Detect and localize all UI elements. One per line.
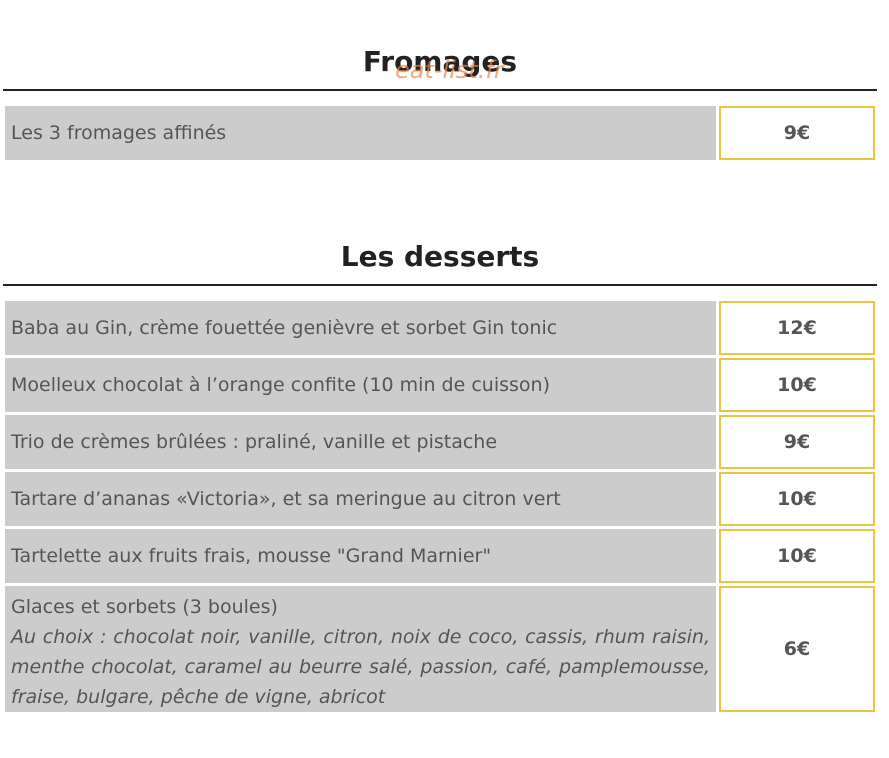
item-name: Trio de crèmes brûlées : praliné, vanill…	[11, 431, 498, 453]
menu-item: Les 3 fromages affinés 9€	[5, 106, 875, 160]
watermark: eat-list.fr	[395, 56, 504, 84]
item-info: Tartelette aux fruits frais, mousse "Gra…	[5, 529, 716, 583]
item-info: Tartare d’ananas «Victoria», et sa merin…	[5, 472, 716, 526]
item-name: Baba au Gin, crème fouettée genièvre et …	[11, 317, 558, 339]
item-price: 6€	[719, 586, 875, 712]
divider	[3, 89, 877, 91]
item-price: 10€	[719, 529, 875, 583]
menu-item: Baba au Gin, crème fouettée genièvre et …	[5, 301, 875, 355]
menu-item: Tartare d’ananas «Victoria», et sa merin…	[5, 472, 875, 526]
menu-item: Tartelette aux fruits frais, mousse "Gra…	[5, 529, 875, 583]
divider	[3, 284, 877, 286]
item-list: Baba au Gin, crème fouettée genièvre et …	[5, 301, 875, 715]
section-title: Fromages	[362, 45, 518, 78]
item-description: Au choix : chocolat noir, vanille, citro…	[11, 626, 710, 708]
item-price: 9€	[719, 106, 875, 160]
item-name: Tartelette aux fruits frais, mousse "Gra…	[11, 545, 492, 567]
menu-item: Glaces et sorbets (3 boules) Au choix : c…	[5, 586, 875, 712]
item-info: Baba au Gin, crème fouettée genièvre et …	[5, 301, 716, 355]
item-info: Les 3 fromages affinés	[5, 106, 716, 160]
item-name: Tartare d’ananas «Victoria», et sa merin…	[11, 488, 561, 510]
item-info: Trio de crèmes brûlées : praliné, vanill…	[5, 415, 716, 469]
item-price: 10€	[719, 358, 875, 412]
menu-item: Moelleux chocolat à l’orange confite (10…	[5, 358, 875, 412]
item-name: Moelleux chocolat à l’orange confite (10…	[11, 374, 550, 396]
item-price: 10€	[719, 472, 875, 526]
menu-item: Trio de crèmes brûlées : praliné, vanill…	[5, 415, 875, 469]
section-title: Les desserts	[340, 240, 540, 273]
item-name: Les 3 fromages affinés	[11, 122, 227, 144]
item-price: 9€	[719, 415, 875, 469]
item-list: Les 3 fromages affinés 9€	[5, 106, 875, 163]
item-info: Glaces et sorbets (3 boules) Au choix : c…	[5, 586, 716, 712]
item-name: Glaces et sorbets (3 boules)	[11, 596, 278, 618]
item-price: 12€	[719, 301, 875, 355]
item-info: Moelleux chocolat à l’orange confite (10…	[5, 358, 716, 412]
